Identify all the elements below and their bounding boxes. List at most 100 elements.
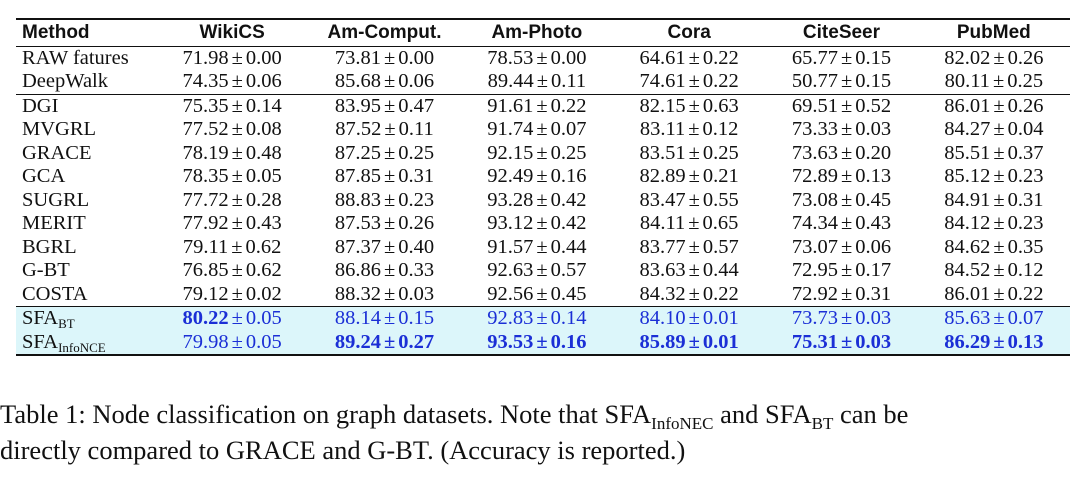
cell-mean: 93.12 [487,212,534,234]
cell-pubmed: 80.11 ±0.25 [918,70,1070,94]
plus-minus-symbol: ± [993,46,1005,69]
cell-am-photo: 78.53 ±0.00 [461,46,613,70]
cell-mean: 69.51 [791,94,838,117]
table-header-row: Method WikiCS Am-Comput. Am-Photo Cora C… [16,19,1070,46]
cell-mean: 72.92 [791,282,838,305]
plus-minus-symbol: ± [688,141,700,164]
method-subscript: InfoNCE [58,339,106,355]
cell-std: 0.15 [855,46,892,69]
cell-mean: 89.24 [334,330,381,353]
cell-std: 0.15 [855,70,892,92]
plus-minus-symbol: ± [536,70,548,92]
cell-am-comput: 87.25 ±0.25 [308,142,460,166]
cell-wikics: 75.35 ±0.14 [156,93,309,118]
cell-mean: 83.63 [639,259,686,281]
cell-std: 0.17 [855,259,892,281]
plus-minus-symbol: ± [383,259,396,281]
plus-minus-symbol: ± [688,212,700,234]
cell-std: 0.16 [550,165,587,187]
cell-std: 0.65 [702,212,739,234]
cell-std: 0.43 [855,212,892,234]
cell-mean: 84.32 [639,282,686,305]
cell-mean: 87.52 [335,118,382,140]
plus-minus-symbol: ± [840,307,853,329]
cell-std: 0.44 [550,235,587,258]
plus-minus-symbol: ± [231,188,243,211]
cell-mean: 91.57 [487,235,534,258]
cell-std: 0.14 [245,94,282,117]
caption-text-3: can be [833,399,909,429]
cell-std: 0.35 [1007,235,1044,258]
method-subscript: BT [58,316,75,331]
row-method-name: MERIT [22,212,86,234]
cell-mean: 79.98 [182,330,229,353]
plus-minus-symbol: ± [231,46,243,69]
cell-wikics: 78.35 ±0.05 [156,165,308,189]
plus-minus-symbol: ± [231,94,243,117]
cell-mean: 82.89 [639,165,686,187]
cell-pubmed: 86.01 ±0.22 [918,283,1070,307]
plus-minus-symbol: ± [688,118,700,140]
cell-mean: 88.83 [334,188,381,211]
cell-mean: 84.10 [639,307,686,329]
cell-mean: 75.35 [182,94,229,117]
cell-mean: 80.22 [182,307,229,329]
row-method-name: GCA [22,165,66,187]
plus-minus-symbol: ± [231,235,243,258]
plus-minus-symbol: ± [536,282,548,305]
cell-mean: 79.11 [182,235,229,258]
plus-minus-symbol: ± [840,70,853,92]
plus-minus-symbol: ± [993,118,1005,140]
plus-minus-symbol: ± [536,46,548,69]
plus-minus-symbol: ± [840,330,853,353]
plus-minus-symbol: ± [536,165,548,187]
plus-minus-symbol: ± [231,307,243,329]
cell-mean: 78.19 [182,141,229,164]
cell-std: 0.16 [550,330,587,353]
cell-mean: 73.81 [334,46,381,69]
header-am-photo: Am-Photo [491,22,583,43]
cell-mean: 74.35 [182,70,229,92]
cell-std: 0.13 [1007,330,1044,353]
header-citeseer: CiteSeer [802,22,881,43]
cell-std: 0.26 [1007,46,1044,69]
plus-minus-symbol: ± [536,94,548,117]
cell-mean: 92.63 [487,259,534,281]
cell-am-comput: 87.37 ±0.40 [308,236,460,260]
caption-line-1: Table 1: Node classification on graph da… [0,396,1080,432]
cell-std: 0.04 [1007,118,1044,140]
cell-am-photo: 89.44 ±0.11 [461,70,613,94]
table-row: DGI 75.35 ±0.14 83.95 ±0.47 91.61 ±0.22 82.15 ±0… [16,93,1070,118]
cell-am-comput: 85.68 ±0.06 [308,70,460,94]
table-row-sfa: SFABT 80.22 ±0.05 88.14 ±0.15 92.83 ±0.14 84.10… [16,306,1070,331]
cell-std: 0.25 [1007,70,1044,92]
cell-std: 0.14 [550,307,587,329]
cell-pubmed: 85.51 ±0.37 [918,142,1070,166]
plus-minus-symbol: ± [993,282,1005,305]
cell-std: 0.23 [398,188,435,211]
cell-std: 0.02 [245,282,282,305]
cell-std: 0.57 [550,259,587,281]
plus-minus-symbol: ± [231,330,243,353]
cell-mean: 92.83 [487,307,534,329]
cell-mean: 89.44 [487,70,534,92]
cell-am-photo: 92.83 ±0.14 [460,306,613,331]
plus-minus-symbol: ± [993,188,1005,211]
results-table: Method WikiCS Am-Comput. Am-Photo Cora C… [16,18,1070,356]
cell-cora: 64.61 ±0.22 [613,46,765,70]
cell-mean: 64.61 [639,46,686,69]
row-method-name: DGI [16,93,156,118]
plus-minus-symbol: ± [383,282,396,305]
plus-minus-symbol: ± [688,165,700,187]
cell-std: 0.48 [245,141,282,164]
cell-std: 0.07 [1007,307,1044,329]
cell-mean: 85.12 [944,165,991,187]
cell-cora: 83.51 ±0.25 [613,142,765,166]
cell-std: 0.03 [855,118,892,140]
plus-minus-symbol: ± [993,141,1005,164]
cell-pubmed: 84.52 ±0.12 [918,259,1070,283]
cell-std: 0.11 [550,70,587,92]
plus-minus-symbol: ± [840,141,853,164]
cell-mean: 87.53 [334,212,381,234]
plus-minus-symbol: ± [231,70,243,92]
